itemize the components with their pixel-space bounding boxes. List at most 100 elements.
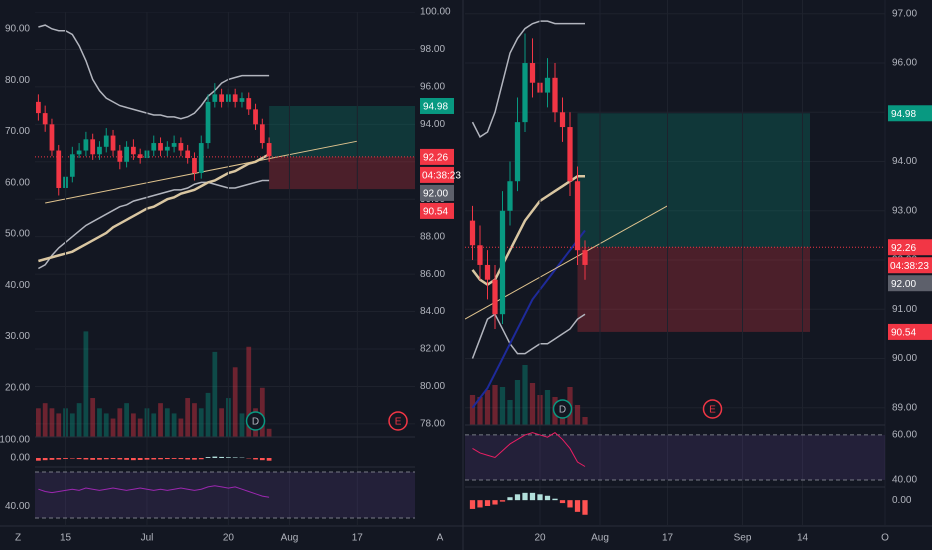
price-tag-label: 92.26: [423, 153, 448, 164]
macd-bar: [477, 500, 483, 508]
countdown-tag: [420, 166, 454, 183]
volume-bar: [192, 403, 197, 437]
lower-band: [471, 313, 586, 359]
macd-bar: [226, 457, 231, 459]
volume-bar: [212, 351, 218, 437]
macd-bar: [499, 500, 506, 502]
macd-tick-label: 100.00: [0, 435, 30, 446]
volume-bar: [205, 392, 211, 437]
price-tag-label: 92.00: [423, 189, 448, 200]
ma: [471, 175, 585, 287]
volume-bar: [69, 413, 75, 437]
y-tick-label: 78.00: [420, 419, 445, 430]
price-tag-label: 94.98: [891, 109, 916, 120]
candle-body: [117, 150, 123, 162]
macd-bar: [151, 458, 157, 460]
macd-bar: [484, 500, 491, 506]
price-tag: [420, 97, 454, 114]
countdown-label: 04:38:23: [422, 171, 461, 182]
x-tick-label: 17: [352, 533, 364, 544]
macd-bar: [253, 458, 258, 460]
candle-body: [124, 146, 129, 162]
macd-bar: [507, 497, 513, 501]
macd-bar: [198, 458, 204, 460]
corner-label: Z: [15, 533, 21, 544]
upper-band: [38, 24, 270, 120]
price-tag-label: 92.00: [891, 279, 916, 290]
event-label: D: [559, 405, 566, 416]
corner-label: A: [437, 533, 444, 544]
candle-body: [253, 109, 258, 125]
ma2: [471, 229, 586, 409]
x-tick-label: 20: [534, 533, 546, 544]
oscillator-tick-label: 40.00: [5, 501, 30, 512]
macd-bar: [137, 458, 143, 460]
candle-body: [499, 210, 506, 315]
macd-bar: [185, 458, 191, 460]
main-pane: [35, 12, 415, 437]
y2-tick-label: 20.00: [5, 382, 30, 393]
candle-body: [552, 77, 558, 113]
volume-bar: [90, 398, 96, 437]
volume-bar: [484, 390, 491, 425]
macd-bar: [171, 458, 177, 459]
y-tick-label: 88.00: [420, 231, 445, 242]
macd-bar: [164, 458, 170, 460]
macd-bar: [514, 494, 521, 501]
macd-bar: [192, 458, 197, 460]
y-tick-label: 90.00: [892, 353, 917, 364]
candle-body: [219, 94, 224, 102]
volume-bar: [97, 408, 102, 437]
event-marker: [552, 399, 573, 419]
candle-body: [198, 143, 204, 174]
macd-tick-label: 0.00: [11, 453, 31, 464]
macd-bar: [232, 457, 238, 459]
candle-body: [56, 150, 62, 188]
price-tag: [888, 239, 932, 256]
event-marker: [702, 399, 723, 419]
volume-bar: [151, 413, 157, 437]
volume-bar: [83, 331, 89, 437]
price-tag: [420, 184, 454, 201]
y2-tick-label: 30.00: [5, 331, 30, 342]
macd-bar: [83, 458, 89, 460]
volume-bar: [529, 383, 536, 425]
y-tick-label: 94.00: [420, 119, 445, 130]
macd-bar: [56, 458, 62, 460]
macd-bar: [158, 458, 163, 460]
upper-band: [471, 20, 585, 138]
candle-body: [158, 143, 163, 151]
ma: [38, 153, 270, 263]
y2-tick-label: 50.00: [5, 229, 30, 240]
macd-bar: [131, 458, 136, 461]
lower-band: [38, 179, 270, 270]
candle-body: [559, 112, 566, 128]
main-pane: [465, 13, 885, 425]
oscillator-line: [472, 432, 586, 467]
volume-bar: [49, 408, 55, 437]
macd-bar: [36, 458, 41, 461]
y-tick-label: 82.00: [420, 344, 445, 355]
y-tick-label: 91.00: [892, 304, 917, 315]
volume-bar: [198, 408, 204, 437]
price-tag: [888, 275, 932, 292]
volume-bar: [103, 413, 109, 437]
oscillator-tick-label: 40.00: [892, 475, 917, 486]
macd-bar: [219, 456, 224, 459]
volume-bar: [522, 365, 528, 425]
volume-bar: [514, 380, 521, 425]
x-tick-label: Jul: [141, 533, 154, 544]
candle-body: [164, 146, 170, 151]
y-tick-label: 97.00: [892, 8, 917, 19]
event-label: D: [252, 417, 259, 428]
macd-bar: [117, 458, 123, 460]
macd-bar: [103, 458, 109, 460]
macd-bar: [544, 495, 551, 501]
candle-body: [232, 94, 238, 102]
profit-zone: [577, 113, 810, 248]
x-tick-label: Sep: [734, 533, 752, 544]
candle-body: [212, 94, 218, 102]
volume-bar: [239, 413, 245, 437]
macd-bar: [259, 458, 265, 461]
candle-body: [36, 101, 41, 114]
